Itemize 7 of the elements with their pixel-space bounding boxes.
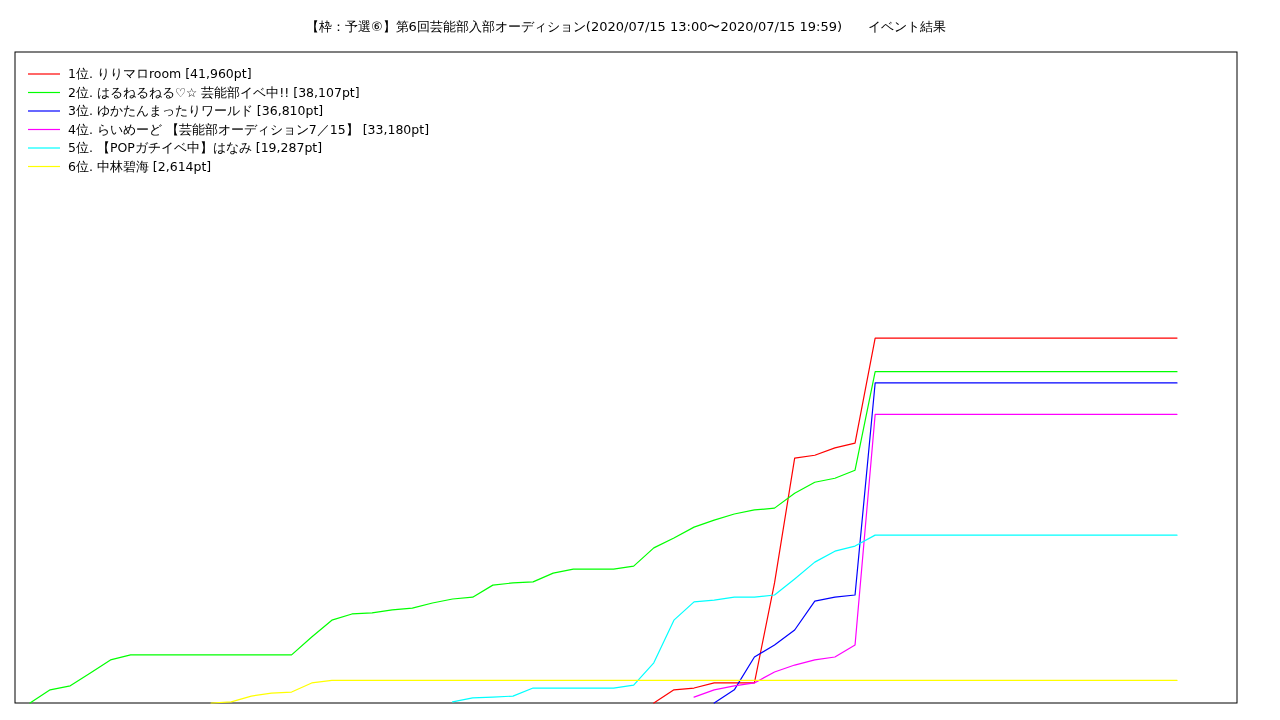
legend-label: 2位. はるねるねる♡☆ 芸能部イベ中!! [38,107pt] [68,84,360,100]
legend-label: 3位. ゆかたんまったりワールド [36,810pt] [68,103,324,118]
legend-label: 1位. りりマロroom [41,960pt] [68,66,252,81]
legend-label: 6位. 中林碧海 [2,614pt] [68,158,212,174]
chart-title: 【枠：予選⑥】第6回芸能部入部オーディション(2020/07/15 13:00〜2020/07/15 19:59) イベント結果 [305,19,947,34]
legend-label: 4位. らいめーど 【芸能部オーディション7／15】 [33,180pt] [68,121,430,137]
legend-label: 5位. 【POPガチイベ中】はなみ [19,287pt] [68,140,323,155]
